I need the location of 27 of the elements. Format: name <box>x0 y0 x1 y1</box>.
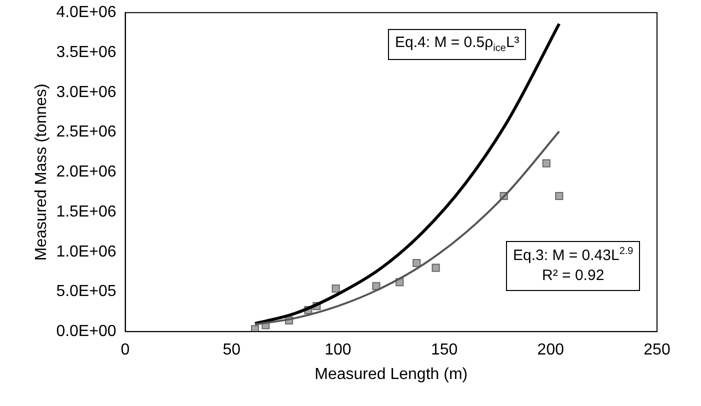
x-tick-label: 50 <box>222 342 241 359</box>
x-tick-label: 0 <box>120 342 130 359</box>
annotation: Eq.3: M = 0.43L$^{2.9}$ <box>513 245 634 266</box>
point <box>250 325 260 332</box>
y-tick-label: 2.0E+06 <box>56 164 116 181</box>
annotation: R² = 0.92 <box>541 266 606 286</box>
y-axis-title: Measured Mass (tonnes) <box>33 84 50 261</box>
point <box>372 282 380 290</box>
y-tick-label: 2.5E+06 <box>56 124 116 141</box>
point <box>555 192 564 200</box>
point <box>332 284 340 293</box>
x-tick-label: 200 <box>537 342 564 359</box>
point <box>432 264 440 272</box>
x-axis-title: Measured Length (m) <box>314 366 468 383</box>
x-tick-label: 100 <box>324 342 352 359</box>
x-tick-label: 150 <box>430 342 458 359</box>
y-tick-label: 3.5E+06 <box>56 44 116 61</box>
point <box>412 258 421 268</box>
y-tick-label: 1.0E+06 <box>56 243 116 260</box>
y-tick-label: 3.0E+06 <box>56 84 116 101</box>
y-tick-label: 1.5E+06 <box>56 203 116 220</box>
y-tick-label: 4.0E+06 <box>56 4 116 22</box>
point <box>542 159 550 168</box>
annotation: Eq.4: M = 0.5ρ$_{ice}$L³ <box>395 33 520 56</box>
y-tick-label: 5.0E+05 <box>56 283 116 300</box>
y-tick-label: 0.0E+00 <box>56 323 116 340</box>
x-tick-label: 250 <box>644 342 670 359</box>
